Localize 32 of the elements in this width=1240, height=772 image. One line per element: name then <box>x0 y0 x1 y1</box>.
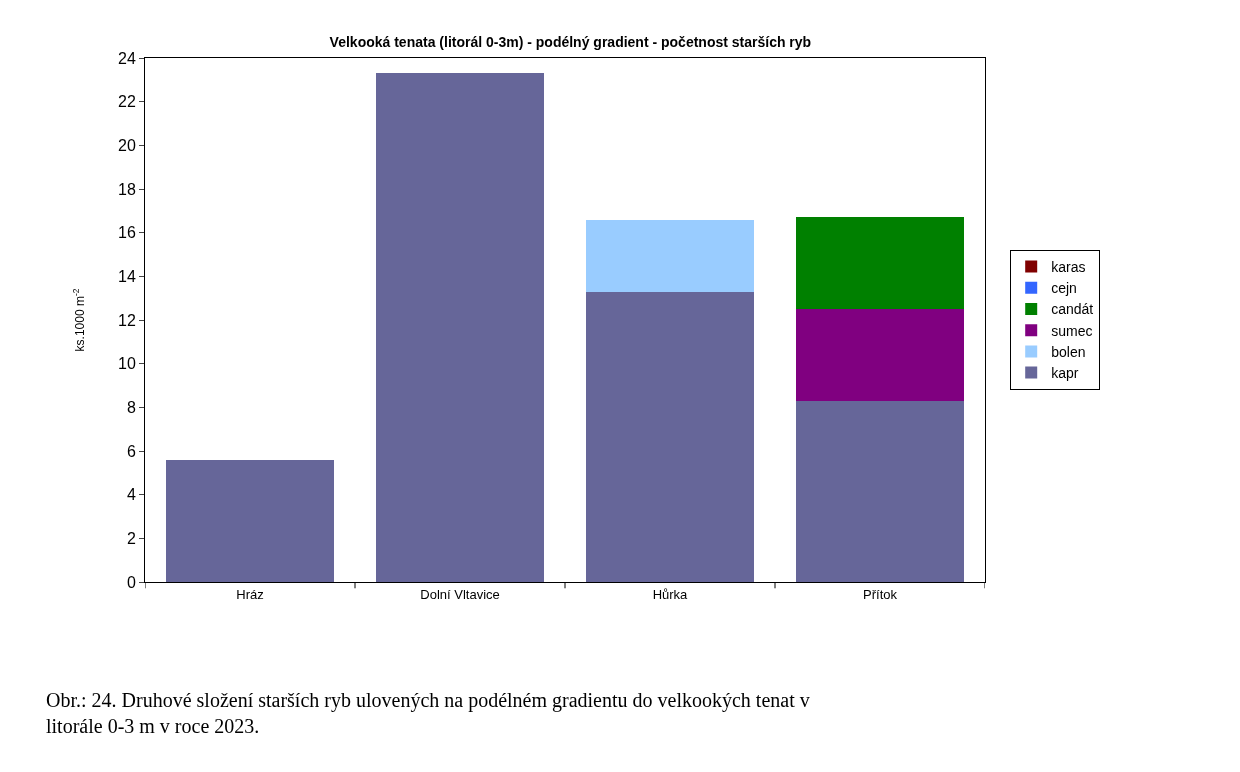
y-tick-label: 24 <box>118 49 136 67</box>
y-tick-label: 14 <box>118 267 136 285</box>
y-tick-label: 8 <box>126 398 136 416</box>
bar <box>376 73 544 582</box>
legend-label: cejn <box>1051 280 1077 297</box>
x-tick-label: Dolní Vltavice <box>420 586 500 602</box>
y-tick-label: 22 <box>118 93 136 111</box>
x-tick-label: Přítok <box>863 586 898 602</box>
bar <box>586 291 754 582</box>
bar <box>166 459 334 582</box>
x-tick-label: Hráz <box>236 586 264 602</box>
x-tick-label: Hůrka <box>652 586 689 602</box>
bar <box>796 309 964 401</box>
y-tick-label: 20 <box>118 136 136 154</box>
y-tick-label: 10 <box>118 355 136 373</box>
legend-label: sumec <box>1051 322 1093 339</box>
text: Obr.: 24. Druhové složení starších ryb ulovených na podélném gradientu do velkookých tenat v litorále 0-3 m v roce 2023. <box>46 689 810 737</box>
bar <box>586 219 754 292</box>
legend-label: candát <box>1051 301 1094 318</box>
chart-title: Velkooká tenata (litorál 0-3m) - podélný gradient - početnost starších ryb <box>329 34 812 51</box>
y-tick-label: 18 <box>118 180 136 198</box>
legend-label: kapr <box>1051 365 1079 382</box>
y-tick-label: 16 <box>118 224 136 242</box>
y-tick-label: 0 <box>126 573 136 591</box>
y-tick-label: 12 <box>118 311 136 329</box>
y-tick-label: 6 <box>126 442 136 460</box>
y-tick-label: 4 <box>126 486 136 504</box>
y-tick-label: 2 <box>126 529 136 547</box>
bar <box>796 217 964 310</box>
bar <box>796 400 964 582</box>
legend-label: karas <box>1051 259 1086 276</box>
legend-label: bolen <box>1051 343 1086 360</box>
